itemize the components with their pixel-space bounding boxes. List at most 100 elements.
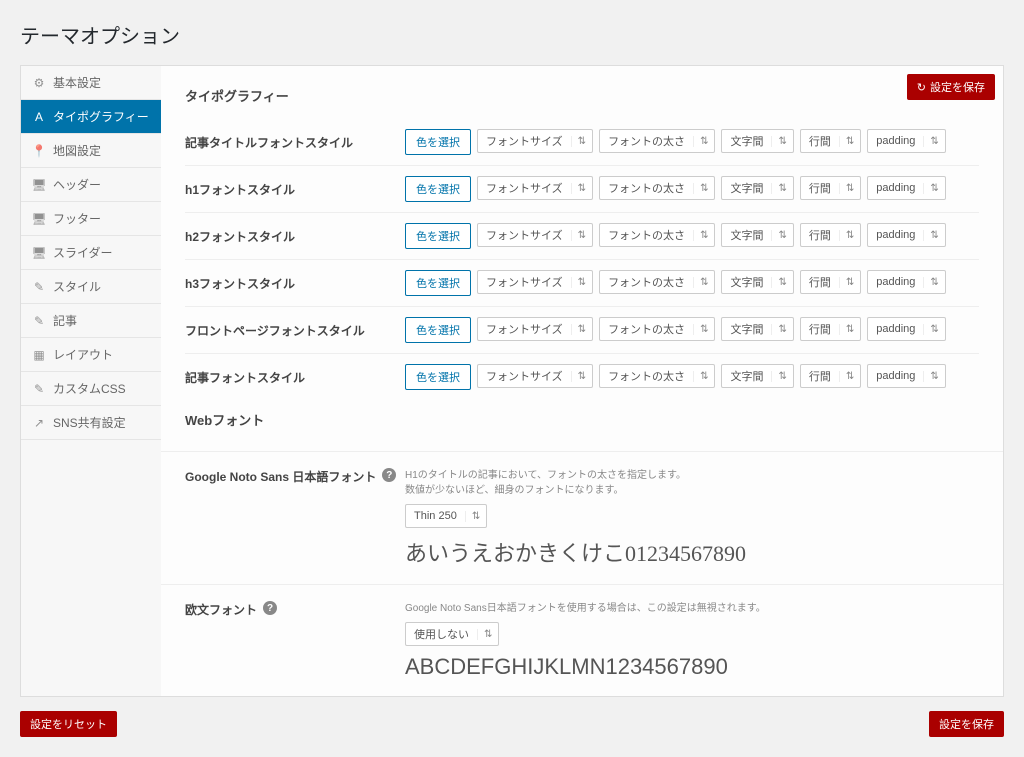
chevron-updown-icon: ⇅ xyxy=(771,371,792,382)
lineheight-select[interactable]: 行間⇅ xyxy=(800,129,861,153)
padding-select[interactable]: padding⇅ xyxy=(867,223,946,247)
lineheight-select[interactable]: 行間⇅ xyxy=(800,270,861,294)
padding-select[interactable]: padding⇅ xyxy=(867,364,946,388)
sidebar-item-4[interactable]: 🖥 フッター xyxy=(21,202,161,236)
sidebar-item-10[interactable]: ↗ SNS共有設定 xyxy=(21,406,161,440)
lineheight-select[interactable]: 行間⇅ xyxy=(800,223,861,247)
tab-icon: ✎ xyxy=(31,382,47,396)
color-picker-button[interactable]: 色を選択 xyxy=(405,270,471,296)
chevron-updown-icon: ⇅ xyxy=(923,371,944,382)
help-icon[interactable]: ? xyxy=(263,601,277,615)
fontweight-select[interactable]: フォントの太さ⇅ xyxy=(599,129,715,153)
color-picker-button[interactable]: 色を選択 xyxy=(405,364,471,390)
letterspacing-select[interactable]: 文字間⇅ xyxy=(721,317,793,341)
latin-font-select[interactable]: 使用しない⇅ xyxy=(405,622,499,646)
color-picker-button[interactable]: 色を選択 xyxy=(405,176,471,202)
sidebar-item-1[interactable]: Aタイポグラフィー xyxy=(21,100,161,134)
letterspacing-select[interactable]: 文字間⇅ xyxy=(721,176,793,200)
fontsize-select[interactable]: フォントサイズ⇅ xyxy=(477,176,593,200)
row-label: フロントページフォントスタイル xyxy=(185,322,405,339)
noto-label: Google Noto Sans 日本語フォント xyxy=(185,468,376,485)
chevron-updown-icon: ⇅ xyxy=(771,230,792,241)
latin-preview: ABCDEFGHIJKLMN1234567890 xyxy=(405,654,979,680)
fontsize-select[interactable]: フォントサイズ⇅ xyxy=(477,364,593,388)
lineheight-select[interactable]: 行間⇅ xyxy=(800,317,861,341)
chevron-updown-icon: ⇅ xyxy=(571,324,592,335)
noto-weight-select[interactable]: Thin 250⇅ xyxy=(405,504,487,528)
sidebar-item-5[interactable]: 🖥スライダー xyxy=(21,236,161,270)
chevron-updown-icon: ⇅ xyxy=(771,183,792,194)
refresh-icon: ↻ xyxy=(917,81,926,94)
sidebar-item-0[interactable]: ⚙基本設定 xyxy=(21,66,161,100)
sidebar: ⚙基本設定Aタイポグラフィー📍地図設定 🖥 ヘッダー 🖥 フッター 🖥スライダー ✎ スタイル… xyxy=(21,66,161,696)
tab-icon: ⚙ xyxy=(31,76,47,90)
lineheight-select[interactable]: 行間⇅ xyxy=(800,176,861,200)
chevron-updown-icon: ⇅ xyxy=(923,183,944,194)
chevron-updown-icon: ⇅ xyxy=(571,230,592,241)
sidebar-item-6[interactable]: ✎ スタイル xyxy=(21,270,161,304)
color-picker-button[interactable]: 色を選択 xyxy=(405,317,471,343)
tab-label: スタイル xyxy=(53,278,101,295)
fontsize-select[interactable]: フォントサイズ⇅ xyxy=(477,270,593,294)
lineheight-select[interactable]: 行間⇅ xyxy=(800,364,861,388)
padding-select[interactable]: padding⇅ xyxy=(867,317,946,341)
tab-icon: 📍 xyxy=(31,144,47,158)
chevron-updown-icon: ⇅ xyxy=(693,277,714,288)
tab-label: フッター xyxy=(53,210,101,227)
row-label: h3フォントスタイル xyxy=(185,275,405,292)
color-picker-button[interactable]: 色を選択 xyxy=(405,129,471,155)
fontsize-select[interactable]: フォントサイズ⇅ xyxy=(477,223,593,247)
padding-select[interactable]: padding⇅ xyxy=(867,129,946,153)
chevron-updown-icon: ⇅ xyxy=(771,277,792,288)
tab-icon: ✎ xyxy=(31,314,47,328)
sidebar-item-8[interactable]: ▦レイアウト xyxy=(21,338,161,372)
tab-label: カスタムCSS xyxy=(53,380,126,397)
padding-select[interactable]: padding⇅ xyxy=(867,176,946,200)
fontweight-select[interactable]: フォントの太さ⇅ xyxy=(599,223,715,247)
tab-icon: ✎ xyxy=(31,280,47,294)
sidebar-item-3[interactable]: 🖥 ヘッダー xyxy=(21,168,161,202)
fontweight-select[interactable]: フォントの太さ⇅ xyxy=(599,364,715,388)
tab-label: SNS共有設定 xyxy=(53,414,126,431)
tab-icon: A xyxy=(31,110,47,124)
style-row: h3フォントスタイル色を選択フォントサイズ⇅フォントの太さ⇅文字間⇅ 行間⇅pad… xyxy=(185,260,979,307)
tab-label: スライダー xyxy=(53,244,113,261)
chevron-updown-icon: ⇅ xyxy=(693,230,714,241)
fontweight-select[interactable]: フォントの太さ⇅ xyxy=(599,176,715,200)
fontsize-select[interactable]: フォントサイズ⇅ xyxy=(477,129,593,153)
chevron-updown-icon: ⇅ xyxy=(465,511,486,522)
save-button-top[interactable]: ↻設定を保存 xyxy=(907,74,995,100)
fontweight-select[interactable]: フォントの太さ⇅ xyxy=(599,317,715,341)
tab-icon: 🖥 xyxy=(31,178,47,192)
style-row: h2フォントスタイル色を選択フォントサイズ⇅フォントの太さ⇅文字間⇅行間⇅pad… xyxy=(185,213,979,260)
sidebar-item-9[interactable]: ✎ カスタムCSS xyxy=(21,372,161,406)
tab-icon: ↗ xyxy=(31,416,47,430)
letterspacing-select[interactable]: 文字間⇅ xyxy=(721,129,793,153)
fontsize-select[interactable]: フォントサイズ⇅ xyxy=(477,317,593,341)
fontweight-select[interactable]: フォントの太さ⇅ xyxy=(599,270,715,294)
padding-select[interactable]: padding⇅ xyxy=(867,270,946,294)
sidebar-item-2[interactable]: 📍地図設定 xyxy=(21,134,161,168)
hint-text: H1のタイトルの記事において、フォントの太さを指定します。数値が少ないほど、細身… xyxy=(405,468,979,498)
row-label: 記事フォントスタイル xyxy=(185,369,405,386)
reset-button[interactable]: 設定をリセット xyxy=(20,711,117,737)
style-row: フロントページフォントスタイル色を選択フォントサイズ⇅フォントの太さ⇅文字間⇅ 行… xyxy=(185,307,979,354)
chevron-updown-icon: ⇅ xyxy=(839,324,860,335)
chevron-updown-icon: ⇅ xyxy=(571,183,592,194)
row-label: 記事タイトルフォントスタイル xyxy=(185,134,405,151)
hint-text: Google Noto Sans日本語フォントを使用する場合は、この設定は無視さ… xyxy=(405,601,979,616)
color-picker-button[interactable]: 色を選択 xyxy=(405,223,471,249)
sidebar-item-7[interactable]: ✎記事 xyxy=(21,304,161,338)
chevron-updown-icon: ⇅ xyxy=(923,277,944,288)
letterspacing-select[interactable]: 文字間⇅ xyxy=(721,364,793,388)
chevron-updown-icon: ⇅ xyxy=(839,371,860,382)
letterspacing-select[interactable]: 文字間⇅ xyxy=(721,270,793,294)
chevron-updown-icon: ⇅ xyxy=(839,230,860,241)
save-button-bottom[interactable]: 設定を保存 xyxy=(929,711,1004,737)
tab-label: ヘッダー xyxy=(53,176,101,193)
chevron-updown-icon: ⇅ xyxy=(771,324,792,335)
chevron-updown-icon: ⇅ xyxy=(923,230,944,241)
letterspacing-select[interactable]: 文字間⇅ xyxy=(721,223,793,247)
help-icon[interactable]: ? xyxy=(382,468,396,482)
tab-icon: 🖥 xyxy=(31,212,47,226)
